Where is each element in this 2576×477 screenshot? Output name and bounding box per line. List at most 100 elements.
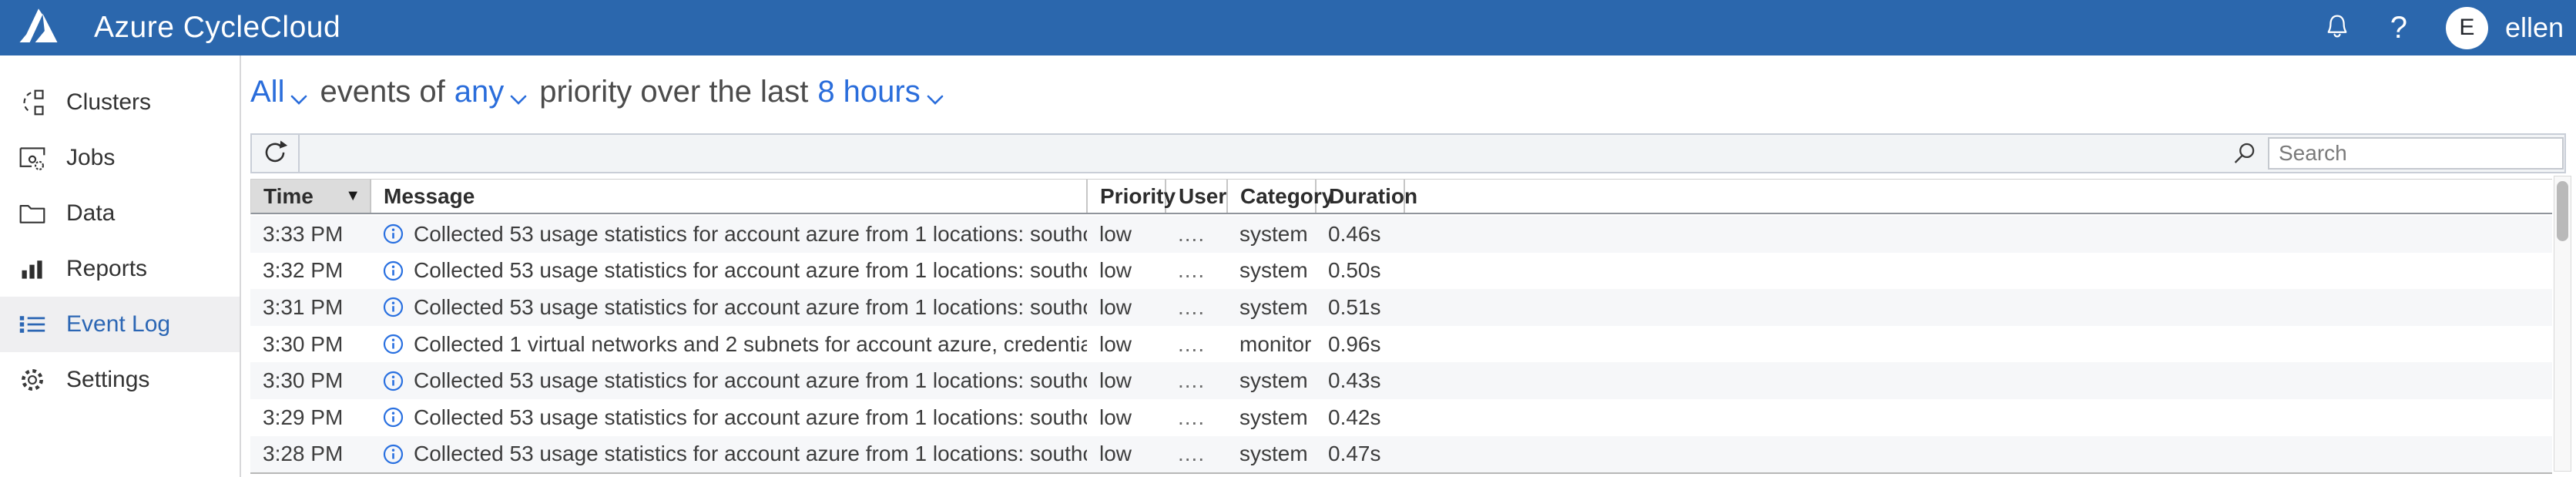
cell-message: Collected 53 usage statistics for accoun… (371, 442, 1087, 466)
message-text: Collected 53 usage statistics for accoun… (414, 294, 1087, 319)
cell-user: .... (1178, 221, 1206, 246)
cell-user: .... (1178, 258, 1206, 283)
refresh-button[interactable] (252, 135, 300, 172)
sidebar-item-clusters[interactable]: Clusters (0, 75, 240, 130)
search-icon (2232, 141, 2257, 166)
table-row[interactable]: 3:33 PM Collected 53 usage statistics fo… (250, 216, 2552, 253)
cell-time: 3:28 PM (263, 442, 344, 466)
column-header-duration[interactable]: Duration (1317, 180, 1417, 213)
cell-priority: low (1099, 294, 1132, 319)
cell-duration: 0.42s (1328, 405, 1381, 429)
cell-time: 3:32 PM (263, 258, 344, 283)
cell-time: 3:33 PM (263, 221, 344, 246)
cell-priority: low (1099, 368, 1132, 393)
chevron-down-icon[interactable] (290, 79, 307, 113)
sidebar-item-data[interactable]: Data (0, 186, 240, 241)
info-icon (383, 371, 404, 391)
column-header-message[interactable]: Message (371, 180, 1088, 213)
sidebar-item-jobs[interactable]: Jobs (0, 130, 240, 186)
cell-duration: 0.50s (1328, 258, 1381, 283)
main-content: All events of any priority over the last… (243, 55, 2576, 477)
cell-user: .... (1178, 294, 1206, 319)
sidebar-item-label: Jobs (66, 145, 116, 170)
cell-message: Collected 53 usage statistics for accoun… (371, 295, 1087, 320)
sidebar-item-label: Reports (66, 256, 148, 281)
sidebar-item-settings[interactable]: Settings (0, 352, 240, 408)
notifications-bell-icon[interactable] (2323, 10, 2352, 46)
cell-category: system (1239, 368, 1308, 393)
message-text: Collected 1 virtual networks and 2 subne… (414, 331, 1087, 356)
message-text: Collected 53 usage statistics for accoun… (414, 442, 1087, 466)
sidebar-item-label: Event Log (66, 311, 171, 337)
cell-message: Collected 1 virtual networks and 2 subne… (371, 332, 1087, 357)
cell-duration: 0.51s (1328, 294, 1381, 319)
azure-logo-icon (17, 7, 60, 49)
avatar[interactable]: E (2445, 6, 2488, 49)
chevron-down-icon[interactable] (927, 79, 944, 113)
table-row[interactable]: 3:30 PM Collected 53 usage statistics fo… (250, 362, 2552, 399)
cell-message: Collected 53 usage statistics for accoun… (371, 405, 1087, 430)
cell-message: Collected 53 usage statistics for accoun… (371, 222, 1087, 247)
message-text: Collected 53 usage statistics for accoun… (414, 368, 1087, 393)
table-row[interactable]: 3:28 PM Collected 53 usage statistics fo… (250, 435, 2552, 473)
chevron-down-icon[interactable] (510, 79, 527, 113)
table-row[interactable]: 3:31 PM Collected 53 usage statistics fo… (250, 289, 2552, 326)
cell-message: Collected 53 usage statistics for accoun… (371, 368, 1087, 393)
cell-priority: low (1099, 405, 1132, 429)
sidebar-item-reports[interactable]: Reports (0, 241, 240, 297)
column-header-time[interactable]: Time ▼ (251, 180, 371, 213)
info-icon (383, 223, 404, 244)
table-body: 3:33 PM Collected 53 usage statistics fo… (250, 216, 2552, 475)
column-header-empty (1405, 180, 2552, 213)
cell-priority: low (1099, 331, 1132, 356)
avatar-initial: E (2459, 15, 2475, 40)
column-header-priority[interactable]: Priority (1088, 180, 1176, 213)
vertical-scrollbar[interactable] (2554, 176, 2571, 472)
table-row[interactable]: 3:29 PM Collected 53 usage statistics fo… (250, 398, 2552, 436)
cell-user: .... (1178, 442, 1206, 466)
help-icon[interactable]: ? (2390, 10, 2407, 45)
filter-static-text: priority over the last (539, 75, 809, 109)
info-icon (383, 407, 404, 428)
filter-type-dropdown[interactable]: All (250, 75, 285, 109)
cell-user: .... (1178, 405, 1206, 429)
cell-category: system (1239, 442, 1308, 466)
cell-priority: low (1099, 442, 1132, 466)
cell-category: system (1239, 221, 1308, 246)
cell-duration: 0.96s (1328, 331, 1381, 356)
cell-user: .... (1178, 331, 1206, 356)
scrollbar-thumb[interactable] (2557, 181, 2568, 241)
sort-descending-icon: ▼ (345, 187, 361, 204)
bar-chart-icon (17, 255, 48, 283)
info-icon (383, 334, 404, 354)
filter-priority-dropdown[interactable]: any (454, 75, 505, 109)
cell-user: .... (1178, 368, 1206, 393)
sidebar-item-label: Settings (66, 367, 150, 392)
table-toolbar (250, 133, 2566, 173)
table-row[interactable]: 3:30 PM Collected 1 virtual networks and… (250, 325, 2552, 363)
cell-category: system (1239, 258, 1308, 283)
table-header: Time ▼ Message Priority User Category Du… (250, 179, 2552, 214)
search-input[interactable] (2268, 137, 2564, 170)
column-header-user[interactable]: User (1166, 180, 1228, 213)
cell-category: system (1239, 405, 1308, 429)
info-icon (383, 297, 404, 317)
filter-timerange-dropdown[interactable]: 8 hours (817, 75, 921, 109)
sidebar-item-event-log[interactable]: Event Log (0, 297, 240, 352)
cell-time: 3:31 PM (263, 294, 344, 319)
message-text: Collected 53 usage statistics for accoun… (414, 405, 1087, 429)
column-header-category[interactable]: Category (1228, 180, 1333, 213)
event-filter-bar: All events of any priority over the last… (250, 71, 956, 113)
cell-time: 3:29 PM (263, 405, 344, 429)
sidebar-item-label: Data (66, 200, 116, 226)
cell-time: 3:30 PM (263, 368, 344, 393)
user-name[interactable]: ellen (2504, 12, 2564, 43)
cell-priority: low (1099, 258, 1132, 283)
table-row[interactable]: 3:32 PM Collected 53 usage statistics fo… (250, 252, 2552, 290)
folder-icon (17, 200, 48, 227)
cell-duration: 0.46s (1328, 221, 1381, 246)
cell-duration: 0.47s (1328, 442, 1381, 466)
cell-category: monitor (1239, 331, 1312, 356)
event-log-icon (17, 311, 48, 338)
sidebar: Clusters Jobs Data Reports (0, 55, 241, 477)
